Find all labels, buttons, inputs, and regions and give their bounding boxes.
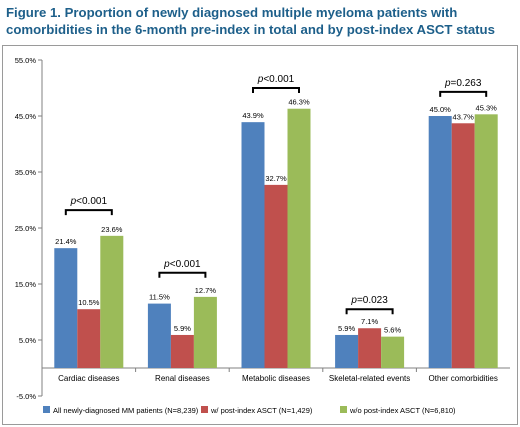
data-label: 11.5% <box>149 293 170 302</box>
bar <box>100 235 124 368</box>
legend-swatch <box>43 406 50 413</box>
significance-bracket <box>158 271 207 278</box>
legend-label: w/o post-index ASCT (N=6,810) <box>349 406 456 415</box>
bar <box>54 248 78 368</box>
data-label: 32.7% <box>265 174 287 183</box>
data-label: 21.4% <box>55 237 77 246</box>
legend-swatch <box>201 406 208 413</box>
bar <box>287 108 311 368</box>
data-label: 5.6% <box>384 326 401 335</box>
significance-bracket <box>345 308 394 315</box>
y-tick-label: 45.0% <box>15 112 37 121</box>
category-label: Skeletal-related events <box>329 374 410 383</box>
bar <box>193 296 217 368</box>
data-label: 43.7% <box>453 112 475 121</box>
legend-label: All newly-diagnosed MM patients (N=8,239… <box>53 406 199 415</box>
significance-bracket <box>439 90 488 97</box>
data-label: 45.0% <box>430 105 452 114</box>
p-value-label: p=0.263 <box>444 78 482 89</box>
data-label: 45.3% <box>476 103 498 112</box>
category-label: Cardiac diseases <box>58 374 119 383</box>
significance-bracket <box>252 87 300 93</box>
bar <box>474 114 498 368</box>
data-label: 5.9% <box>338 324 355 333</box>
bar <box>335 334 359 368</box>
p-value-label: p=0.023 <box>350 295 388 306</box>
data-label: 12.7% <box>195 286 217 295</box>
category-label: Other comorbidities <box>429 374 498 383</box>
y-tick-label: 55.0% <box>15 56 37 65</box>
p-value-label: p<0.001 <box>70 196 108 207</box>
data-label: 23.6% <box>101 225 123 234</box>
bar <box>147 303 171 368</box>
bar <box>241 122 265 368</box>
y-tick-label: 35.0% <box>15 168 37 177</box>
data-label: 46.3% <box>288 98 310 107</box>
bar <box>428 116 452 368</box>
data-label: 5.9% <box>174 324 191 333</box>
data-label: 7.1% <box>361 317 378 326</box>
y-tick-label: 15.0% <box>15 280 37 289</box>
bar <box>77 309 101 368</box>
data-label: 43.9% <box>242 111 264 120</box>
bar <box>451 123 475 368</box>
bar <box>381 336 405 368</box>
chart-title: Figure 1. Proportion of newly diagnosed … <box>6 5 495 37</box>
bar <box>264 184 288 368</box>
category-label: Metabolic diseases <box>242 374 310 383</box>
y-tick-label: -5.0% <box>16 392 36 401</box>
category-label: Renal diseases <box>155 374 210 383</box>
legend-swatch <box>340 406 347 413</box>
p-value-label: p<0.001 <box>257 74 295 85</box>
bar <box>358 328 382 368</box>
y-tick-label: 25.0% <box>15 224 37 233</box>
p-value-label: p<0.001 <box>163 259 201 270</box>
y-tick-label: 5.0% <box>19 336 36 345</box>
data-label: 10.5% <box>78 298 100 307</box>
significance-bracket <box>64 209 113 216</box>
legend-label: w/ post-index ASCT (N=1,429) <box>210 406 313 415</box>
bar <box>170 334 194 368</box>
